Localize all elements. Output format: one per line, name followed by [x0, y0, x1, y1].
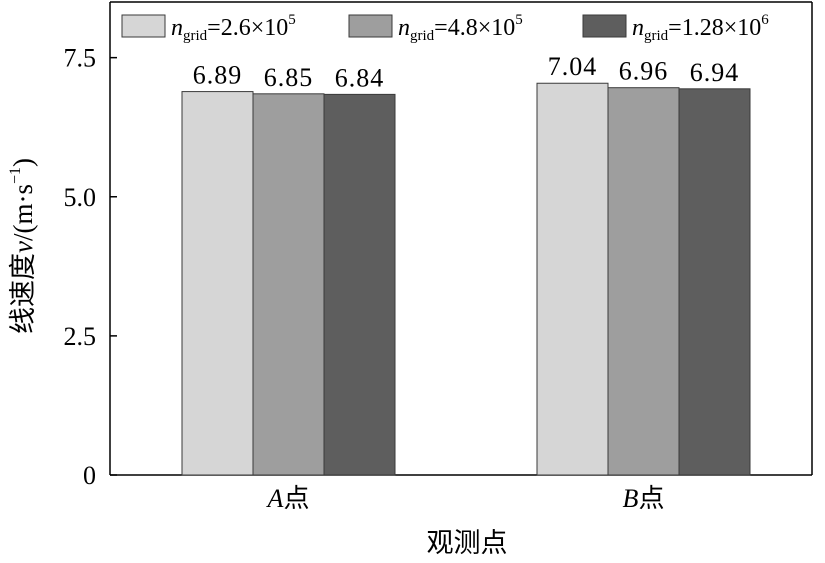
y-tick-label: 7.5: [64, 44, 97, 73]
data-labels: 6.89 7.04 6.85 6.96 6.84 6.94: [193, 52, 740, 92]
category-label: B点: [623, 484, 665, 513]
data-label: 6.85: [264, 63, 314, 92]
y-tick-label: 2.5: [64, 322, 97, 351]
bar: [536, 82, 609, 476]
bar: [252, 93, 325, 476]
bars: [181, 82, 751, 476]
y-tick-label: 0: [83, 461, 96, 490]
data-label: 6.89: [193, 61, 243, 90]
category-label: A点: [266, 484, 310, 513]
legend-swatch: [582, 14, 627, 38]
legend-swatch: [121, 14, 166, 38]
y-ticks: 0 2.5 5.0 7.5: [64, 44, 117, 490]
legend-entry: ngrid=4.8×105: [398, 12, 523, 44]
y-axis-label: 线速度v/(m·s−1): [7, 158, 38, 334]
bar: [607, 87, 680, 476]
data-label: 6.94: [690, 58, 740, 87]
bar: [678, 88, 751, 476]
data-label: 7.04: [548, 52, 598, 81]
y-tick-label: 5.0: [64, 183, 97, 212]
legend-entry: ngrid=1.28×106: [632, 12, 769, 44]
x-axis-label: 观测点: [427, 528, 508, 558]
bar: [181, 91, 254, 476]
data-label: 6.96: [619, 57, 669, 86]
bar: [323, 93, 396, 476]
legend-entry: ngrid=2.6×105: [171, 12, 296, 44]
plot-area: 0 2.5 5.0 7.5 6.89 7.04 6.85 6.96 6.84 6.94 A点 B点: [64, 1, 813, 513]
data-label: 6.84: [335, 63, 385, 92]
legend: ngrid=2.6×105 ngrid=4.8×105 ngrid=1.28×106: [121, 12, 769, 44]
category-labels: A点 B点: [266, 484, 665, 513]
legend-swatch: [348, 14, 393, 38]
